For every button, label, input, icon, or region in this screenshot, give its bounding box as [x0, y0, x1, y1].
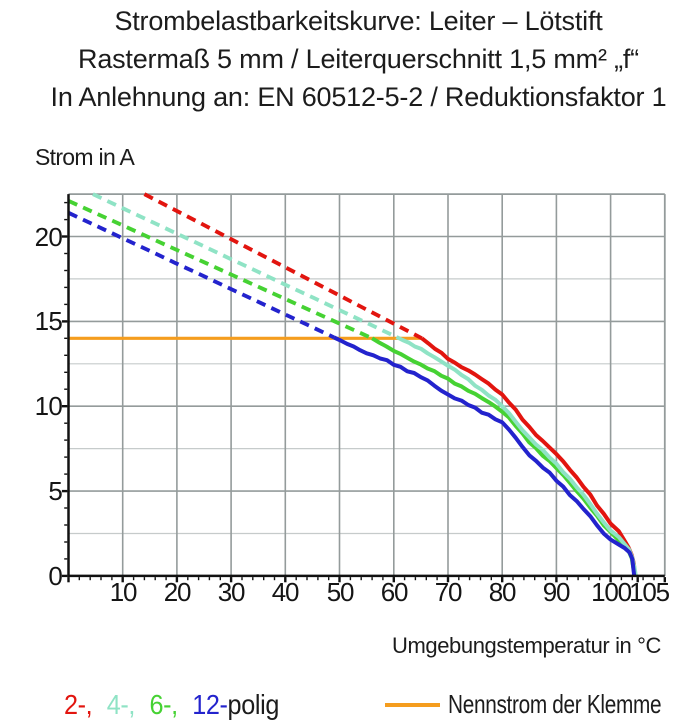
legend-item-6-polig: 6-,	[149, 689, 178, 720]
x-tick-label-40: 40	[271, 577, 300, 607]
x-tick-label-90: 90	[542, 577, 571, 607]
legend-pole-items: 2-, 4-, 6-, 12-polig	[64, 688, 279, 721]
plot-border	[68, 193, 666, 576]
series-curves	[67, 192, 638, 577]
legend-item-2-polig: 2-,	[64, 689, 93, 720]
x-tick-label-105: 105	[629, 577, 670, 607]
y-axis-label: Strom in A	[35, 144, 135, 170]
chart-title-line2: Rastermaß 5 mm / Leiterquerschnitt 1,5 m…	[78, 44, 639, 74]
x-axis-label: Umgebungstemperatur in °C	[391, 633, 661, 658]
curve-6-polig-dashed	[67, 199, 373, 341]
x-tick-label-30: 30	[217, 577, 246, 607]
chart-title-line1: Strombelastbarkeitskurve: Leiter – Lötst…	[114, 6, 603, 36]
y-tick-label-5: 5	[48, 476, 62, 506]
chart-title: Strombelastbarkeitskurve: Leiter – Lötst…	[10, 2, 697, 116]
rated-current-label: Nennstrom der Klemme	[448, 689, 662, 719]
legend: 2-, 4-, 6-, 12-polig Nennstrom der Klemme	[0, 688, 697, 724]
y-tick-label-20: 20	[34, 222, 63, 252]
axis-ticks	[61, 201, 666, 583]
x-tick-label-70: 70	[434, 577, 463, 607]
gridlines-minor	[68, 278, 665, 535]
axes	[67, 194, 665, 578]
y-tick-label-15: 15	[34, 306, 63, 336]
x-tick-label-80: 80	[488, 577, 517, 607]
curve-12-polig-dashed	[67, 211, 335, 340]
legend-item-4-polig: 4-,	[106, 689, 136, 720]
rated-current-swatch	[385, 703, 440, 707]
curve-2-polig-dashed	[143, 192, 423, 341]
curve-2-polig-solid	[420, 336, 637, 577]
legend-item-12-polig: 12-	[192, 689, 228, 720]
x-tick-label-10: 10	[109, 577, 138, 607]
x-tick-label-60: 60	[380, 577, 409, 607]
x-tick-label-100: 100	[591, 577, 632, 607]
curve-4-polig-solid	[395, 335, 638, 577]
curve-12-polig-solid	[333, 335, 637, 577]
x-tick-label-20: 20	[163, 577, 192, 607]
chart-title-line3: In Anlehnung an: EN 60512-5-2 / Reduktio…	[50, 82, 667, 112]
legend-pole-suffix: polig	[227, 689, 280, 720]
y-tick-label-0: 0	[48, 561, 62, 591]
x-tick-label-50: 50	[326, 577, 355, 607]
curve-4-polig-dashed	[92, 192, 398, 339]
gridlines-major	[68, 194, 665, 576]
y-tick-label-10: 10	[34, 391, 63, 421]
